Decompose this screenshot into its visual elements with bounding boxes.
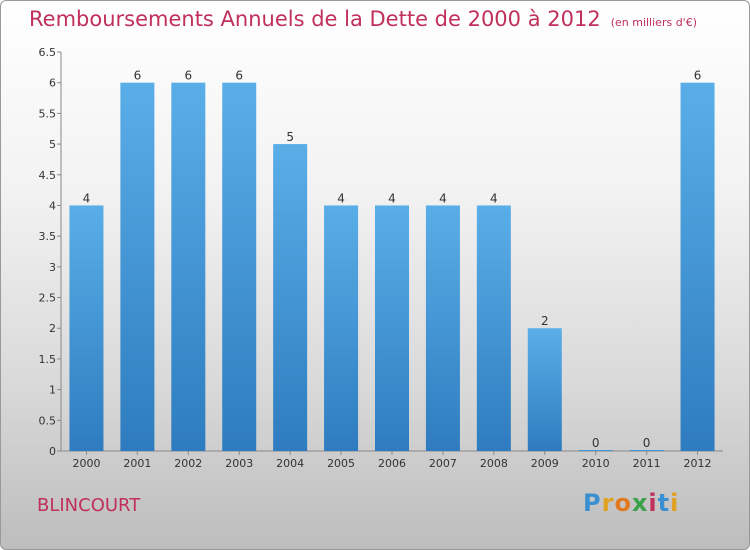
x-tick-label: 2010	[582, 457, 610, 470]
x-tick-label: 2012	[684, 457, 712, 470]
x-tick-label: 2009	[531, 457, 559, 470]
chart-bars: 4 6 6 6 5 4 4 4 4 2 0 0 6	[69, 69, 715, 452]
x-tick-label: 2006	[378, 457, 406, 470]
x-tick-label: 2001	[123, 457, 151, 470]
commune-name: BLINCOURT	[37, 495, 141, 516]
bar	[273, 144, 308, 452]
y-tick-label: 4.5	[39, 169, 57, 182]
bar	[375, 205, 409, 451]
y-tick-label: 3.5	[39, 230, 57, 243]
bar-value-label: 4	[439, 191, 447, 205]
chart-title-text: Remboursements Annuels de la Dette de 20…	[29, 7, 601, 31]
bar	[171, 82, 206, 451]
x-tick-label: 2002	[174, 457, 202, 470]
bar-value-label: 6	[184, 69, 192, 83]
bar	[680, 82, 715, 451]
x-tick-label: 2004	[276, 457, 304, 470]
bar	[222, 82, 257, 451]
y-tick-label: 1.5	[39, 353, 57, 366]
y-tick-label: 0	[49, 445, 56, 458]
bar	[629, 450, 664, 451]
bar-value-label: 4	[490, 191, 498, 205]
bar-value-label: 5	[286, 130, 294, 144]
y-tick-label: 3	[49, 261, 56, 274]
chart-title: Remboursements Annuels de la Dette de 20…	[29, 7, 697, 31]
y-tick-label: 6.5	[39, 46, 57, 59]
bar-value-label: 6	[235, 69, 243, 83]
chart-unit: (en milliers d'€)	[610, 16, 697, 29]
bar-value-label: 0	[592, 436, 600, 450]
bar-value-label: 4	[83, 191, 91, 205]
x-tick-label: 2008	[480, 457, 508, 470]
y-tick-label: 5	[49, 138, 56, 151]
proxiti-logo: Proxiti	[583, 489, 680, 517]
bar	[476, 205, 511, 451]
bar	[527, 328, 562, 451]
x-tick-label: 2003	[225, 457, 253, 470]
bar-value-label: 6	[694, 69, 702, 83]
bar	[425, 205, 460, 451]
x-tick-label: 2011	[633, 457, 661, 470]
y-tick-label: 5.5	[39, 107, 57, 120]
y-tick-label: 6	[49, 77, 56, 90]
x-tick-label: 2007	[429, 457, 457, 470]
bar-value-label: 0	[643, 436, 651, 450]
bar-value-label: 4	[388, 191, 396, 205]
bar	[69, 205, 104, 451]
x-tick-label: 2005	[327, 457, 355, 470]
bar-value-label: 6	[134, 69, 142, 83]
bar-value-label: 2	[541, 314, 549, 328]
y-tick-label: 2.5	[39, 292, 57, 305]
bar	[120, 82, 155, 451]
bar-value-label: 4	[337, 191, 345, 205]
y-tick-label: 2	[49, 322, 56, 335]
x-tick-label: 2000	[72, 457, 100, 470]
bar	[578, 450, 613, 451]
y-tick-label: 1	[49, 384, 56, 397]
y-tick-label: 4	[49, 199, 56, 212]
y-tick-label: 0.5	[39, 414, 57, 427]
bar	[324, 205, 359, 451]
